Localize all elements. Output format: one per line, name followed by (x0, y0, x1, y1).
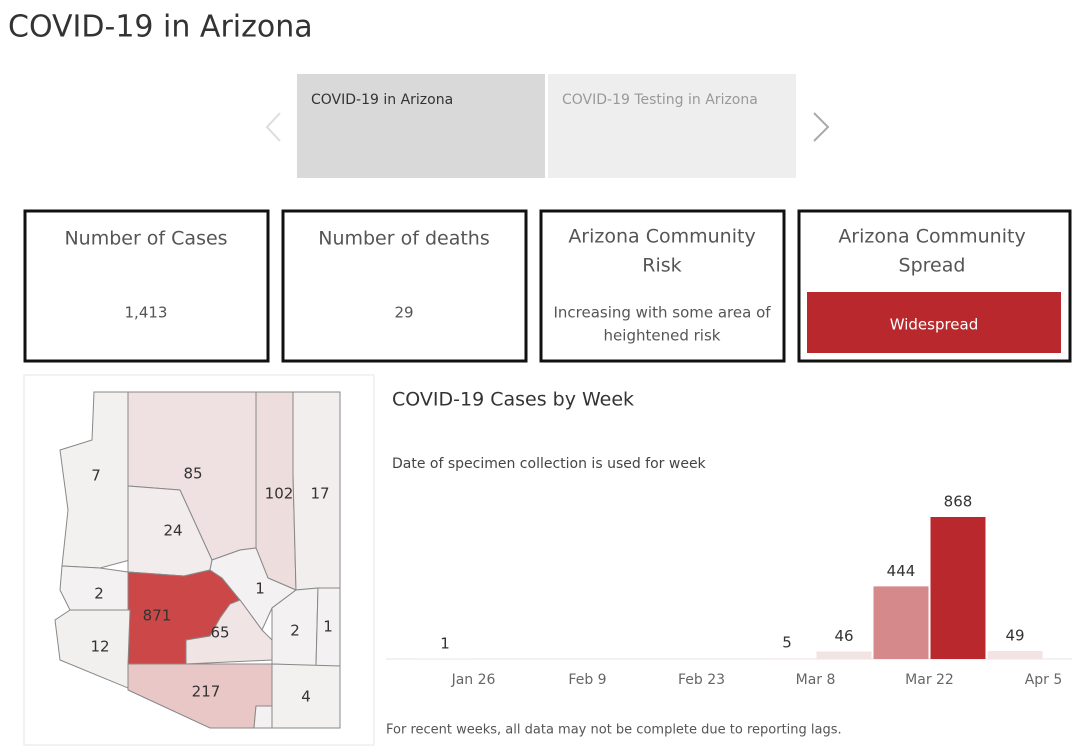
county (253, 705, 273, 729)
tab[interactable] (548, 74, 796, 178)
kpi-title: Arizona Community (838, 226, 1025, 248)
county-label: 2 (290, 622, 300, 640)
bar (930, 517, 986, 659)
chart-subtitle: Date of specimen collection is used for … (392, 456, 707, 472)
county-label: 7 (91, 467, 101, 485)
chart-note: For recent weeks, all data may not be co… (386, 723, 842, 738)
kpi-card (23, 209, 270, 363)
kpi-title: Number of Cases (64, 228, 227, 250)
county-label: 24 (163, 522, 182, 540)
bar (873, 586, 929, 659)
county-label: 1 (255, 580, 265, 598)
county-label: 17 (310, 485, 329, 503)
prev-arrow[interactable] (265, 112, 281, 142)
bar (987, 650, 1043, 659)
kpi-title: Spread (899, 255, 966, 277)
county-label: 85 (183, 465, 202, 483)
kpi-value: heightened risk (604, 327, 721, 345)
bar-label: 46 (834, 627, 853, 645)
county-label: 217 (192, 683, 221, 701)
county-label: 871 (143, 607, 172, 625)
tab-active[interactable] (297, 74, 545, 178)
county-label: 12 (90, 638, 109, 656)
bar-label: 49 (1005, 626, 1024, 644)
x-tick-label: Apr 5 (1025, 672, 1063, 688)
kpi-value: Widespread (890, 316, 979, 334)
bar-label: 444 (887, 562, 916, 580)
county-label: 4 (301, 688, 311, 706)
bar-label: 5 (782, 634, 792, 652)
x-tick-label: Jan 26 (451, 672, 496, 688)
page-title: COVID-19 in Arizona (8, 10, 313, 45)
kpi-title: Risk (642, 255, 681, 277)
next-arrow[interactable] (813, 112, 830, 142)
bar (816, 651, 872, 659)
kpi-value: 29 (394, 304, 413, 322)
kpi-card (281, 209, 528, 363)
bar-label: 1 (440, 634, 450, 652)
kpi-value: 1,413 (125, 304, 168, 322)
county-label: 1 (323, 618, 333, 636)
x-tick-label: Mar 22 (905, 672, 954, 688)
kpi-value: Increasing with some area of (553, 304, 771, 322)
tab-label[interactable]: COVID-19 in Arizona (311, 92, 453, 108)
kpi-title: Arizona Community (568, 226, 755, 248)
x-tick-label: Feb 23 (678, 672, 725, 688)
bar (759, 658, 815, 659)
county (185, 599, 273, 665)
kpi-card (539, 209, 786, 363)
x-tick-label: Feb 9 (568, 672, 606, 688)
chart-title: COVID-19 Cases by Week (392, 389, 634, 411)
x-tick-label: Mar 8 (796, 672, 836, 688)
county-label: 102 (265, 485, 294, 503)
county-label: 2 (94, 585, 104, 603)
spread-badge (807, 292, 1061, 353)
bar-label: 868 (944, 493, 973, 511)
kpi-title: Number of deaths (318, 228, 490, 250)
county-label: 65 (210, 624, 229, 642)
tab-label[interactable]: COVID-19 Testing in Arizona (562, 92, 758, 108)
